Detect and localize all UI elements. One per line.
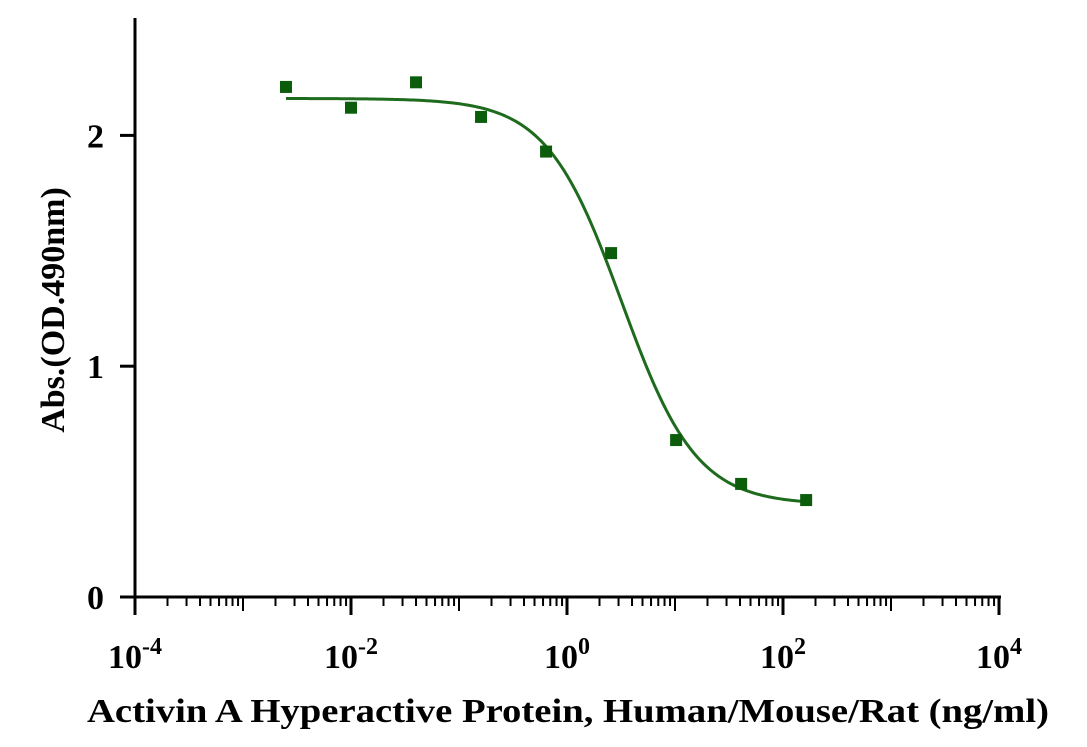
x-tick-labels: 10-4 10-2 100 102 104 <box>108 634 1022 676</box>
x-tick-exponent: -4 <box>142 634 162 660</box>
y-tick-label: 2 <box>87 118 104 155</box>
x-tick-label: 102 <box>760 634 806 676</box>
x-ticks <box>133 597 1001 615</box>
data-point <box>670 434 683 447</box>
y-tick-label: 0 <box>87 580 104 617</box>
x-tick-exponent: -2 <box>358 634 378 660</box>
data-point <box>410 76 423 89</box>
data-point <box>605 247 618 260</box>
x-tick-label: 100 <box>544 634 590 676</box>
axes <box>133 18 1001 599</box>
y-tick-labels: 0 1 2 <box>87 118 104 617</box>
data-point <box>540 145 553 158</box>
x-tick-base: 10 <box>324 639 358 676</box>
x-tick-base: 10 <box>760 639 794 676</box>
x-tick-base: 10 <box>544 639 578 676</box>
data-point <box>735 477 748 490</box>
x-tick-base: 10 <box>108 639 142 676</box>
x-tick-label: 104 <box>976 634 1022 676</box>
fit-curve <box>285 97 807 504</box>
x-tick-label: 10-4 <box>108 634 162 676</box>
data-points <box>279 76 813 507</box>
x-tick-label: 10-2 <box>324 634 378 676</box>
y-tick-label: 1 <box>87 349 104 386</box>
y-ticks <box>120 133 135 599</box>
x-tick-exponent: 0 <box>578 634 590 660</box>
x-tick-base: 10 <box>976 639 1010 676</box>
data-point <box>279 80 292 93</box>
x-tick-exponent: 4 <box>1010 634 1022 660</box>
x-tick-exponent: 2 <box>794 634 806 660</box>
fit-curve-layer <box>285 97 807 504</box>
data-point <box>800 494 813 507</box>
data-point <box>345 101 357 114</box>
y-axis-title: Abs.(OD.490nm) <box>35 187 72 433</box>
x-axis-title: Activin A Hyperactive Protein, Human/Mou… <box>87 693 1049 730</box>
data-point <box>475 110 488 123</box>
